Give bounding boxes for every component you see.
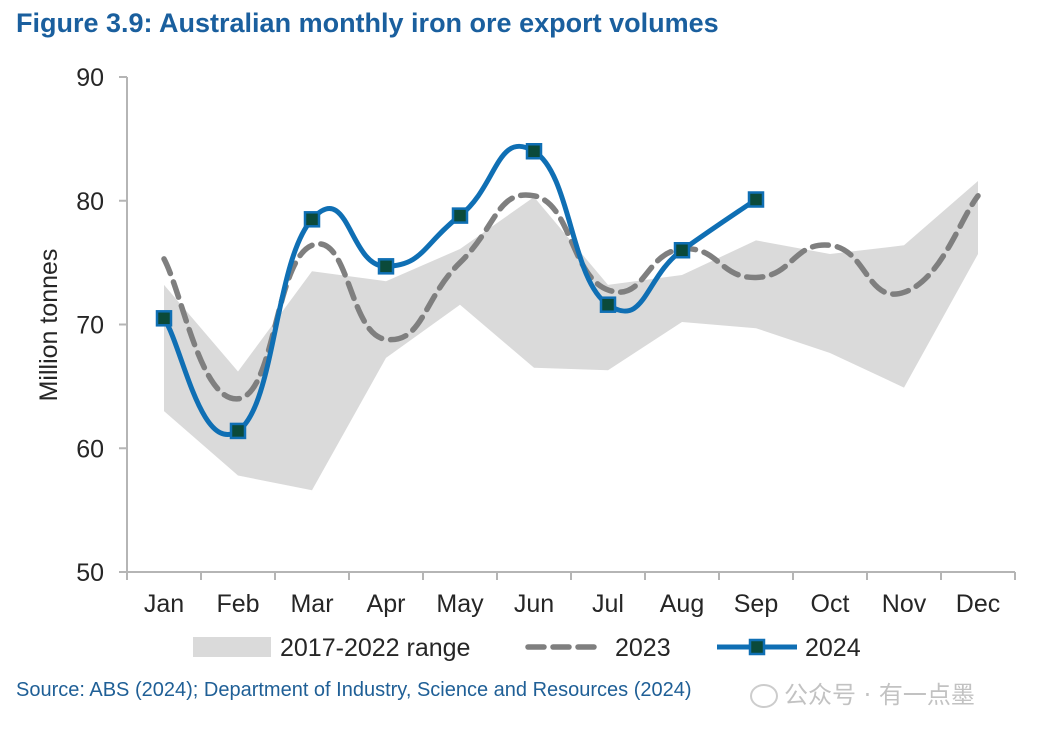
- series-2024-group: [155, 143, 765, 440]
- watermark: 公众号 · 有一点墨: [750, 675, 975, 710]
- legend: 2017-2022 range 2023 2024: [193, 634, 861, 662]
- y-axis-label: Million tonnes: [35, 249, 63, 402]
- y-tick-label: 60: [76, 435, 104, 463]
- x-tick-label: Apr: [367, 590, 406, 618]
- series-2024-line: [161, 143, 758, 437]
- chart-title: Figure 3.9: Australian monthly iron ore …: [16, 8, 719, 38]
- y-tick-label: 70: [76, 312, 104, 340]
- source-note: Source: ABS (2024); Department of Indust…: [16, 679, 692, 701]
- legend-label-2023: 2023: [615, 634, 671, 662]
- x-tick-label: Mar: [290, 590, 333, 618]
- y-tick-label: 80: [76, 188, 104, 216]
- series-2024-marker: [303, 211, 321, 228]
- x-tick-label: Feb: [216, 590, 259, 618]
- y-tick-label: 90: [76, 64, 104, 92]
- x-tick-label: Sep: [734, 590, 778, 618]
- legend-label-range: 2017-2022 range: [280, 634, 470, 662]
- x-tick-label: Jun: [514, 590, 554, 618]
- series-2024-marker: [599, 296, 617, 313]
- axes-group: 50 60 70 80 90 Jan Feb Mar Apr May Jun Jul Aug Sep Oct…: [35, 64, 1016, 618]
- x-tick-label: Nov: [882, 590, 927, 618]
- watermark-text: 公众号 · 有一点墨: [784, 681, 975, 709]
- legend-marker-2024: [748, 638, 766, 656]
- series-2024-marker: [155, 310, 173, 327]
- legend-label-2024: 2024: [805, 634, 861, 662]
- legend-swatch-range: [193, 637, 271, 657]
- x-tick-label: May: [436, 590, 484, 618]
- range-band-group: [164, 181, 978, 491]
- range-band: [164, 181, 978, 491]
- x-tick-label: Jan: [144, 590, 184, 618]
- series-2024-marker: [377, 258, 395, 275]
- series-2024-marker: [525, 143, 543, 160]
- series-2024-marker: [229, 422, 247, 440]
- x-tick-label: Aug: [660, 590, 704, 618]
- x-tick-label: Oct: [811, 590, 850, 618]
- series-2024-marker: [747, 191, 765, 208]
- series-2024-marker: [673, 242, 691, 259]
- wechat-icon: [750, 684, 778, 708]
- y-tick-label: 50: [76, 559, 104, 587]
- series-2024-marker: [451, 207, 469, 224]
- x-tick-label: Dec: [956, 590, 1000, 618]
- x-tick-label: Jul: [592, 590, 624, 618]
